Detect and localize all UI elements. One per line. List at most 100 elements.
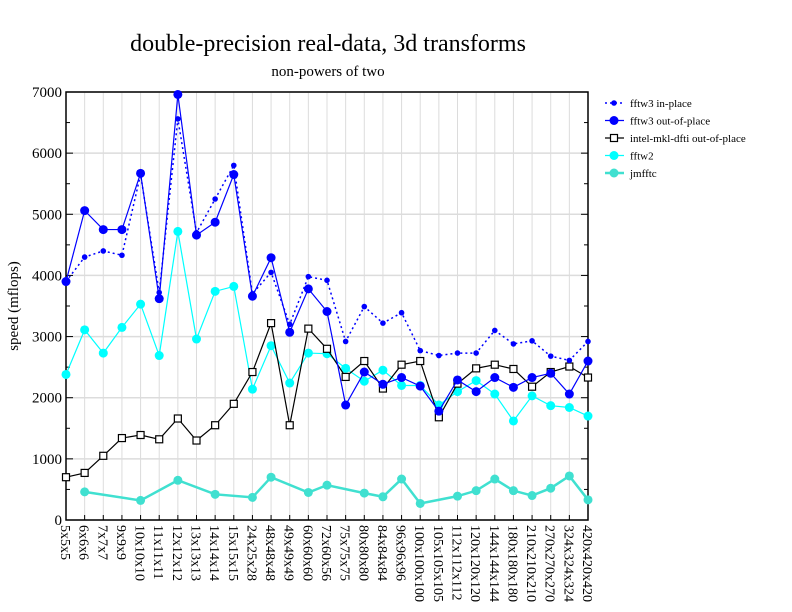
data-point — [361, 303, 368, 310]
data-point — [230, 162, 237, 169]
data-point — [322, 307, 332, 317]
data-point — [229, 281, 239, 291]
data-point — [546, 401, 556, 411]
data-point — [210, 217, 220, 227]
data-point — [192, 334, 201, 344]
y-tick-label: 2000 — [32, 391, 62, 407]
data-point — [473, 350, 479, 356]
x-tick-label: 96x96x96 — [393, 525, 408, 581]
data-point — [397, 373, 407, 383]
data-point — [380, 320, 386, 326]
data-point — [248, 367, 257, 377]
data-point — [547, 353, 554, 359]
data-point — [303, 487, 313, 497]
data-point — [192, 230, 201, 240]
data-point — [98, 225, 108, 235]
y-tick-label: 3000 — [32, 330, 62, 346]
data-point — [565, 362, 574, 371]
data-point — [285, 378, 295, 388]
data-point — [453, 491, 462, 501]
data-point — [454, 350, 461, 356]
data-point — [509, 364, 518, 374]
chart-subtitle: non-powers of two — [271, 64, 384, 80]
data-point — [564, 471, 574, 481]
x-tick-label: 105x105x105 — [430, 525, 445, 602]
x-tick-label: 84x84x84 — [374, 525, 389, 581]
data-point — [173, 414, 182, 423]
x-tick-label: 324x324x324 — [560, 525, 575, 602]
data-point — [491, 327, 498, 334]
data-point — [268, 269, 274, 276]
data-point — [119, 252, 125, 259]
data-point — [175, 116, 181, 122]
data-point — [99, 451, 108, 460]
data-point — [210, 489, 220, 499]
data-point — [527, 373, 537, 383]
y-tick-label: 7000 — [32, 85, 62, 101]
x-tick-label: 80x80x80 — [355, 525, 370, 581]
data-point — [154, 351, 164, 361]
data-point — [453, 375, 462, 385]
series-fftw2 — [61, 226, 593, 426]
data-point — [247, 384, 257, 394]
x-tick-label: 48x48x48 — [262, 525, 277, 581]
legend-item: intel-mkl-dfti out-of-place — [605, 133, 746, 145]
data-point — [117, 322, 127, 332]
data-point — [192, 436, 201, 445]
data-point — [527, 491, 537, 501]
data-point — [210, 286, 220, 296]
series-intel-mkl-dfti-out-of-place — [61, 319, 593, 482]
data-point — [173, 475, 183, 485]
data-point — [229, 399, 238, 408]
legend: fftw3 in-place fftw3 out-of-place intel-mk… — [605, 98, 746, 180]
data-point — [546, 368, 556, 378]
data-point — [472, 364, 481, 373]
legend-item: fftw2 — [605, 151, 654, 163]
data-point — [415, 381, 425, 391]
data-point — [247, 291, 257, 301]
data-point — [397, 360, 406, 369]
data-point — [378, 492, 388, 502]
data-point — [136, 299, 146, 309]
data-point — [61, 277, 71, 287]
data-point — [61, 369, 71, 379]
x-tick-label: 15x15x15 — [225, 525, 240, 581]
legend-label: jmfftc — [629, 168, 657, 180]
grid — [65, 91, 589, 521]
data-point — [609, 133, 619, 143]
data-point — [546, 483, 556, 493]
legend-item: fftw3 out-of-place — [605, 116, 710, 128]
data-point — [136, 168, 146, 178]
data-point — [80, 206, 90, 216]
data-point — [490, 389, 500, 399]
data-point — [266, 472, 276, 482]
y-tick-label: 4000 — [32, 268, 62, 284]
data-point — [155, 435, 164, 444]
x-tick-label: 9x9x9 — [113, 525, 128, 560]
x-tick-label: 144x144x144 — [486, 525, 501, 602]
data-point — [397, 380, 407, 390]
series-fftw3-out-of-place — [61, 89, 593, 416]
data-point — [173, 226, 183, 236]
data-point — [611, 100, 617, 106]
data-point — [341, 400, 351, 410]
data-point — [508, 416, 518, 426]
data-point — [585, 338, 591, 345]
x-tick-label: 11x11x11 — [150, 525, 165, 579]
data-point — [98, 348, 108, 358]
data-point — [583, 373, 593, 382]
x-tick-label: 24x25x28 — [243, 525, 258, 581]
data-point — [100, 248, 107, 254]
axes: 5x5x5 6x6x6 7x7x7 9x9x9 10x10x10 11x11x11 12x1… — [32, 85, 594, 602]
x-tick-label: 100x100x100 — [411, 525, 426, 602]
legend-item: jmfftc — [605, 168, 657, 180]
x-tick-label: 210x210x210 — [523, 525, 538, 602]
data-point — [583, 495, 593, 505]
x-tick-label: 72x60x56 — [318, 525, 333, 581]
data-point — [471, 387, 481, 397]
data-point — [609, 168, 619, 178]
data-point — [136, 495, 146, 505]
data-point — [564, 402, 574, 412]
data-point — [266, 341, 276, 351]
